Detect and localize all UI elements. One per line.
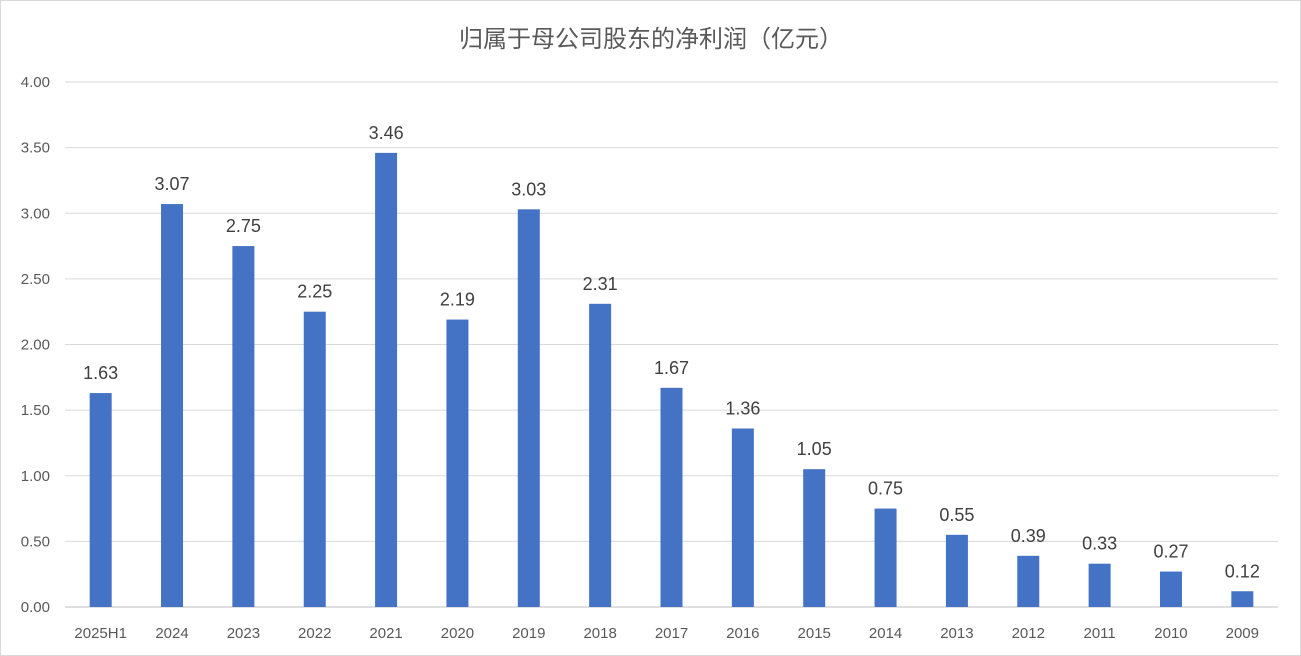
x-tick-label: 2019 <box>512 625 545 642</box>
data-label: 1.67 <box>654 358 689 378</box>
y-tick-label: 3.50 <box>21 140 50 157</box>
data-label: 1.36 <box>725 399 760 419</box>
x-tick-label: 2014 <box>869 625 902 642</box>
x-tick-label: 2015 <box>798 625 831 642</box>
x-tick-label: 2017 <box>655 625 688 642</box>
y-tick-label: 3.00 <box>21 205 50 222</box>
y-tick-label: 2.50 <box>21 271 50 288</box>
y-tick-label: 0.50 <box>21 533 50 550</box>
gridlines <box>65 81 1278 608</box>
data-label: 0.12 <box>1225 561 1260 581</box>
x-tick-label: 2025H1 <box>74 625 127 642</box>
x-tick-label: 2024 <box>155 625 188 642</box>
data-label: 1.05 <box>797 439 832 459</box>
y-tick-label: 1.50 <box>21 402 50 419</box>
bar <box>446 319 469 607</box>
bar <box>589 303 612 607</box>
data-label: 3.03 <box>511 179 546 199</box>
y-tick-label: 1.00 <box>21 468 50 485</box>
x-tick-label: 2021 <box>369 625 402 642</box>
bar <box>660 387 683 607</box>
y-tick-label: 4.00 <box>21 74 50 91</box>
x-tick-label: 2023 <box>227 625 260 642</box>
bars <box>89 152 1254 607</box>
bar <box>945 534 968 607</box>
data-label: 0.55 <box>939 505 974 525</box>
x-axis-categories: 2025H1 2024 2023 2022 2021 2020 2019 2018 2017 20… <box>74 625 1259 642</box>
x-tick-label: 2009 <box>1226 625 1259 642</box>
x-tick-label: 2020 <box>441 625 474 642</box>
x-tick-label: 2012 <box>1012 625 1045 642</box>
bar <box>303 311 326 607</box>
y-tick-label: 0.00 <box>21 599 50 616</box>
bar <box>232 246 255 607</box>
bar <box>1159 571 1182 607</box>
data-labels: 1.63 3.07 2.75 2.25 3.46 2.19 3.03 2.31 1.67 1.36… <box>83 123 1260 581</box>
chart-title: 归属于母公司股东的净利润（亿元） <box>459 25 843 53</box>
x-tick-label: 2022 <box>298 625 331 642</box>
x-tick-label: 2011 <box>1083 625 1115 642</box>
bar <box>517 209 540 607</box>
bar <box>375 152 398 607</box>
bar <box>1088 563 1111 607</box>
bar <box>803 469 826 607</box>
data-label: 0.75 <box>868 479 903 499</box>
data-label: 3.46 <box>369 123 404 143</box>
data-label: 2.75 <box>226 216 261 236</box>
bar <box>89 393 112 607</box>
bar <box>1231 591 1254 607</box>
x-tick-label: 2018 <box>583 625 616 642</box>
data-label: 0.33 <box>1082 534 1117 554</box>
data-label: 0.39 <box>1011 526 1046 546</box>
bar <box>161 204 184 607</box>
data-label: 2.25 <box>297 282 332 302</box>
x-tick-label: 2013 <box>940 625 973 642</box>
bar <box>1017 555 1040 607</box>
x-tick-label: 2016 <box>726 625 759 642</box>
bar <box>874 508 897 607</box>
data-label: 2.19 <box>440 290 475 310</box>
x-tick-label: 2010 <box>1154 625 1187 642</box>
data-label: 0.27 <box>1153 542 1188 562</box>
data-label: 3.07 <box>155 174 190 194</box>
bar <box>731 428 754 607</box>
y-axis-ticks: 0.00 0.50 1.00 1.50 2.00 2.50 3.00 3.50 4.00 <box>21 74 50 616</box>
data-label: 2.31 <box>583 274 618 294</box>
y-tick-label: 2.00 <box>21 337 50 354</box>
data-label: 1.63 <box>83 363 118 383</box>
